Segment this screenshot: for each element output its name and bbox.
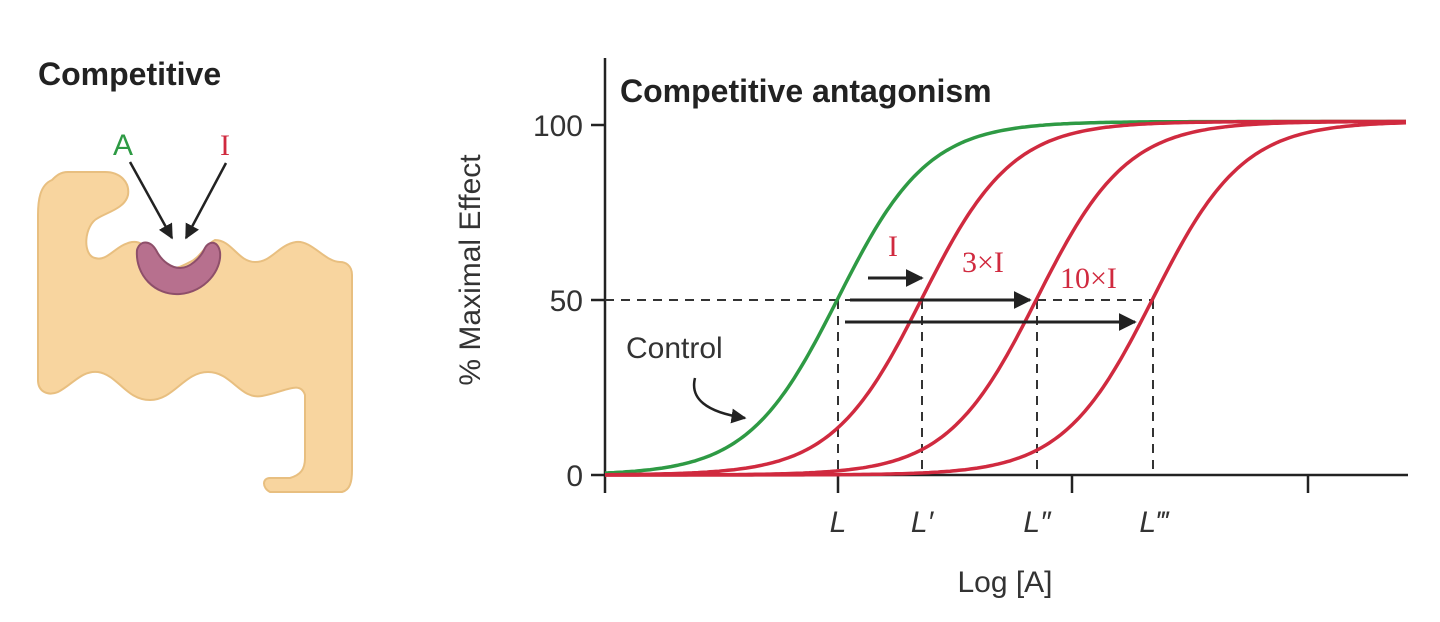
receptor-diagram: Competitive A I — [37, 56, 353, 493]
y-axis-label: % Maximal Effect — [454, 154, 487, 386]
dose-response-curves — [604, 119, 1407, 477]
label-10xI: 10×I — [1060, 262, 1117, 295]
curve-2 — [605, 119, 1406, 477]
label-3xI: 3×I — [962, 246, 1004, 279]
x-marker-label-0: L — [830, 506, 847, 539]
curve-0 — [604, 119, 1406, 475]
y-tick-label-0: 0 — [566, 460, 583, 493]
curve-1 — [605, 119, 1406, 477]
x-marker-label-3: L‴ — [1139, 506, 1170, 539]
binding-site — [135, 241, 222, 296]
shift-arrows — [845, 269, 1137, 331]
x-marker-label-1: L′ — [911, 506, 935, 539]
ec50-guides — [605, 299, 1154, 475]
x-axis-label: Log [A] — [957, 566, 1052, 599]
control-pointer-arrow — [692, 377, 747, 424]
inhibitor-label: I — [220, 129, 230, 162]
x-marker-label-2: L″ — [1023, 506, 1052, 539]
dose-response-chart: Competitive antagonism % Maximal Effect … — [454, 58, 1408, 599]
label-control: Control — [626, 332, 723, 365]
agonist-arrow — [128, 161, 174, 240]
agonist-label: A — [113, 129, 133, 162]
receptor-shape — [37, 171, 353, 493]
inhibitor-arrow — [184, 162, 228, 240]
y-tick-label-50: 50 — [550, 285, 583, 318]
label-I: I — [888, 230, 898, 263]
chart-title: Competitive antagonism — [620, 73, 992, 109]
curve-3 — [605, 121, 1407, 477]
curve-labels: I 3×I 10×I Control — [626, 230, 1117, 424]
receptor-panel-title: Competitive — [38, 56, 221, 92]
y-tick-label-100: 100 — [533, 110, 583, 143]
